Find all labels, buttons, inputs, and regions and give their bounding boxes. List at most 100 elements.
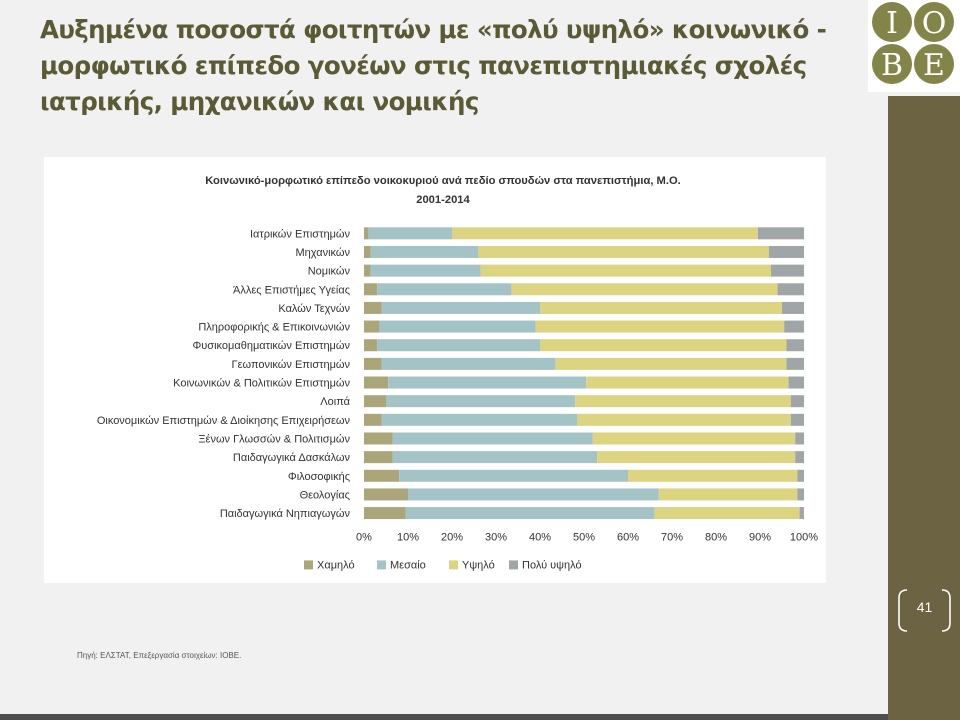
bar-segment — [777, 283, 804, 296]
category-label: Καλών Τεχνών — [278, 303, 350, 315]
bar-segment — [535, 320, 785, 333]
category-label: Ξένων Γλωσσών & Πολιτισμών — [198, 433, 350, 445]
bar-segment — [577, 413, 791, 426]
iobe-logo-graphic: Ι Ο Β Ε — [872, 2, 954, 84]
bar-segment — [364, 283, 378, 296]
category-label: Ιατρικών Επιστημών — [250, 228, 351, 240]
bar-segment — [771, 264, 804, 277]
bar-segment — [597, 451, 796, 464]
category-label: Άλλες Επιστήμες Υγείας — [233, 284, 350, 296]
source-note: Πηγή: ΕΛΣΤΑΤ, Επεξεργασία στοιχείων: ΙΟΒ… — [77, 651, 242, 660]
legend-swatch — [509, 560, 518, 570]
x-tick-label: 60% — [617, 531, 639, 543]
logo-letter-2: Ο — [922, 6, 947, 41]
bar-segment — [786, 339, 804, 352]
category-label: Φυσικομαθηματικών Επιστημών — [193, 340, 351, 352]
slide-title: Αυξημένα ποσοστά φοιτητών με «πολύ υψηλό… — [40, 15, 827, 116]
x-tick-label: 30% — [485, 531, 507, 543]
bar-segment — [392, 451, 598, 464]
bar-segment — [555, 357, 787, 370]
bar-segment — [364, 469, 400, 482]
category-label: Πληροφορικής & Επικοινωνιών — [198, 322, 350, 334]
bar-segment — [364, 413, 382, 426]
chart-title-line-1: Κοινωνικό-μορφωτικό επίπεδο νοικοκυριού … — [205, 175, 681, 187]
bar-segment — [790, 395, 804, 408]
bar-segment — [511, 283, 778, 296]
x-tick-label: 70% — [661, 531, 683, 543]
bar-segment — [478, 245, 769, 258]
bar-segment — [386, 395, 576, 408]
x-tick-label: 10% — [397, 531, 419, 543]
x-tick-label: 90% — [749, 531, 771, 543]
category-label: Παιδαγωγικά Νηπιαγωγών — [220, 508, 351, 520]
bar-segment — [540, 339, 787, 352]
category-label: Νομικών — [308, 266, 351, 278]
category-label: Παιδαγωγικά Δασκάλων — [233, 452, 351, 464]
bar-segment — [379, 320, 536, 333]
legend-swatch — [377, 560, 386, 570]
bar-segment — [399, 469, 628, 482]
x-tick-label: 100% — [790, 531, 818, 543]
bar-segment — [784, 320, 804, 333]
bar-segment — [782, 301, 804, 314]
category-label: Λοιπά — [320, 396, 350, 408]
bar-segment — [370, 245, 479, 258]
bar-segment — [381, 357, 556, 370]
legend-label: Πολύ υψηλό — [522, 559, 582, 571]
iobe-logo: Ι Ο Β Ε — [868, 0, 960, 92]
x-tick-label: 40% — [529, 531, 551, 543]
category-label: Θεολογίας — [300, 489, 350, 501]
bar-segment — [797, 469, 804, 482]
bar-segment — [388, 376, 587, 389]
bar-segment — [377, 283, 512, 296]
bar-segment — [628, 469, 798, 482]
bar-segment — [790, 413, 804, 426]
bar-segment — [575, 395, 791, 408]
bar-segment — [768, 245, 804, 258]
bar-segment — [654, 507, 800, 520]
bottom-rule — [0, 714, 888, 720]
bar-segment — [364, 245, 371, 258]
category-label: Φιλοσοφικής — [288, 471, 350, 483]
x-tick-label: 80% — [705, 531, 727, 543]
bar-segment — [799, 507, 804, 520]
category-label: Οικονομικών Επιστημών & Διοίκησης Επιχει… — [97, 415, 351, 427]
bar-segment — [364, 264, 371, 277]
side-accent-bar — [888, 96, 960, 720]
legend-label: Χαμηλό — [317, 559, 355, 571]
bar-segment — [586, 376, 789, 389]
bar-segment — [370, 264, 481, 277]
page-number: 41 — [916, 599, 933, 615]
bar-segment — [364, 376, 389, 389]
bar-segment — [364, 227, 369, 240]
bar-segment — [658, 488, 798, 501]
bar-segment — [381, 413, 578, 426]
bar-segment — [788, 376, 804, 389]
legend-swatch — [449, 560, 458, 570]
bar-segment — [364, 488, 408, 501]
category-label: Μηχανικών — [295, 247, 350, 259]
legend-swatch — [304, 560, 313, 570]
logo-letter-3: Β — [881, 48, 903, 83]
page-number-bracket — [898, 589, 951, 632]
stacked-bar-chart: Κοινωνικό-μορφωτικό επίπεδο νοικοκυριού … — [97, 175, 818, 571]
bar-segment — [364, 339, 378, 352]
bar-segment — [405, 507, 655, 520]
category-label: Γεωπονικών Επιστημών — [232, 359, 351, 371]
bar-segment — [786, 357, 804, 370]
bar-segment — [408, 488, 659, 501]
bar-segment — [452, 227, 758, 240]
category-label: Κοινωνικών & Πολιτικών Επιστημών — [173, 378, 350, 390]
x-tick-label: 0% — [356, 531, 372, 543]
x-tick-label: 50% — [573, 531, 595, 543]
logo-letter-4: Ε — [923, 48, 945, 83]
bar-segment — [364, 432, 393, 445]
bar-segment — [364, 395, 386, 408]
chart-panel: Κοινωνικό-μορφωτικό επίπεδο νοικοκυριού … — [44, 157, 826, 583]
x-tick-label: 20% — [441, 531, 463, 543]
bar-segment — [480, 264, 771, 277]
bar-segment — [364, 357, 382, 370]
bar-segment — [795, 432, 804, 445]
bar-segment — [797, 488, 804, 501]
bar-segment — [392, 432, 593, 445]
